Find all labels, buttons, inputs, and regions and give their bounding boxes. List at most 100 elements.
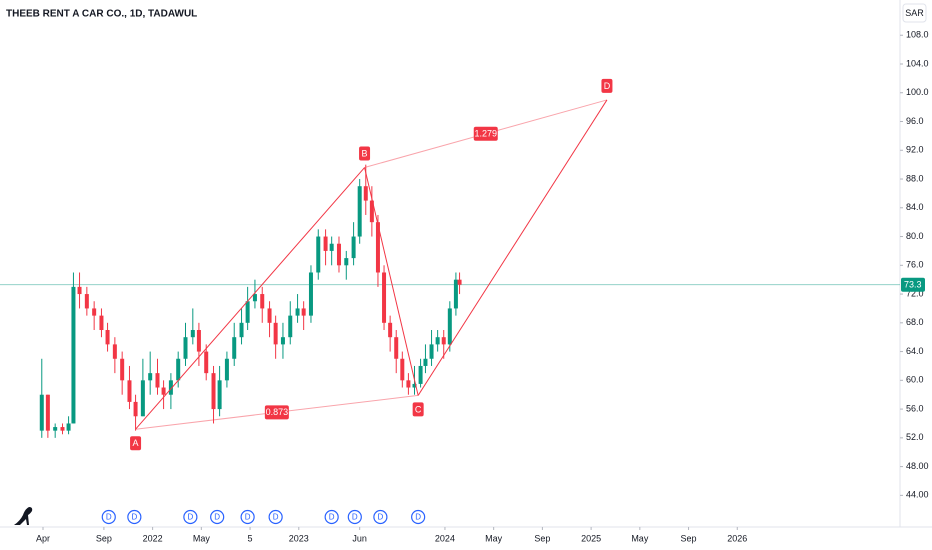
candle	[239, 308, 244, 345]
candle-body	[77, 286, 82, 295]
x-tick-label: May	[193, 533, 211, 543]
dividend-marker	[373, 509, 388, 525]
x-tick-label: 2026	[727, 533, 747, 543]
candle	[435, 330, 440, 352]
y-tick-label: 88.0	[906, 173, 924, 183]
dividend-marker	[268, 509, 283, 525]
y-tick-label: 96.0	[906, 116, 924, 126]
candle	[457, 272, 462, 295]
candle-body	[457, 279, 462, 285]
candle-body	[60, 427, 65, 431]
pattern-point-label: D	[604, 81, 611, 91]
x-tick-label: 2023	[289, 533, 309, 543]
y-tick-label: 64.0	[906, 346, 924, 356]
candle	[423, 344, 428, 374]
candle-body	[45, 394, 50, 431]
candle-body	[295, 308, 300, 316]
candle	[394, 330, 399, 374]
ratio-box	[473, 126, 498, 141]
x-tick-label: Sep	[534, 533, 550, 543]
candle	[418, 358, 423, 388]
candle-body	[435, 337, 440, 345]
logo[interactable]	[14, 507, 33, 525]
candle-body	[363, 186, 368, 201]
candle-body	[394, 337, 399, 359]
candle	[140, 358, 145, 417]
candle	[92, 301, 97, 331]
candle-body	[127, 380, 132, 402]
candle	[406, 373, 411, 395]
candle	[232, 322, 237, 366]
candle-body	[211, 373, 216, 410]
candle-body	[260, 294, 265, 309]
pattern-point-box	[359, 146, 371, 161]
candle	[161, 380, 166, 410]
candle	[453, 272, 458, 316]
candle-body	[112, 344, 117, 359]
x-tick-label: 2025	[581, 533, 601, 543]
x-tick-label: Sep	[96, 533, 112, 543]
candle	[45, 394, 50, 438]
candle	[77, 272, 82, 309]
pattern-point-box	[601, 78, 613, 93]
x-tick-label: 2022	[143, 533, 163, 543]
currency-box[interactable]	[902, 3, 927, 23]
ratio-label: 1.279	[474, 129, 497, 139]
y-tick-label: 108.0	[906, 30, 929, 40]
candle-body	[357, 186, 362, 237]
x-tick-label: Apr	[36, 533, 50, 543]
dividend-label: D	[352, 513, 358, 522]
candle-body	[190, 330, 195, 338]
candle	[400, 351, 405, 388]
candle	[60, 423, 65, 435]
candle	[308, 265, 313, 323]
candle	[260, 286, 265, 323]
candle	[252, 279, 257, 309]
dividend-marker	[240, 509, 255, 525]
pattern-line	[135, 167, 365, 430]
candle-body	[232, 337, 237, 359]
candle-body	[140, 380, 145, 417]
candle-body	[217, 380, 222, 410]
candle-body	[280, 337, 285, 345]
candle	[245, 286, 250, 331]
candle-body	[406, 380, 411, 388]
y-tick-label: 72.0	[906, 288, 924, 298]
candle	[382, 265, 387, 331]
candle	[388, 315, 393, 352]
candle	[71, 272, 76, 424]
candle	[280, 322, 285, 359]
dividend-label: D	[329, 513, 335, 522]
candle	[369, 186, 374, 237]
pattern-line	[417, 99, 608, 396]
candle	[441, 330, 446, 359]
pattern-point-label: A	[133, 438, 139, 448]
candle-body	[301, 308, 306, 316]
candle-body	[161, 387, 166, 395]
x-tick-label: 5	[248, 533, 253, 543]
candle-body	[308, 272, 313, 316]
candle-body	[273, 322, 278, 345]
candle	[190, 308, 195, 345]
last-price-label: 73.3	[904, 280, 922, 290]
candle-body	[66, 423, 71, 431]
candle	[168, 373, 173, 410]
ratio-label: 0.873	[266, 407, 289, 417]
y-tick-label: 68.0	[906, 317, 924, 327]
candle	[217, 365, 222, 417]
candle	[211, 365, 216, 424]
candle-body	[239, 322, 244, 338]
candle	[53, 423, 58, 438]
dividend-marker	[210, 509, 225, 525]
candle	[267, 301, 272, 338]
candle-body	[39, 394, 44, 431]
candle-body	[204, 351, 209, 374]
dividend-label: D	[415, 513, 421, 522]
candle	[329, 236, 334, 266]
candle	[295, 294, 300, 323]
candle	[155, 358, 160, 395]
candle-body	[196, 330, 201, 352]
last-price-box	[901, 277, 925, 292]
candle-body	[316, 236, 321, 273]
